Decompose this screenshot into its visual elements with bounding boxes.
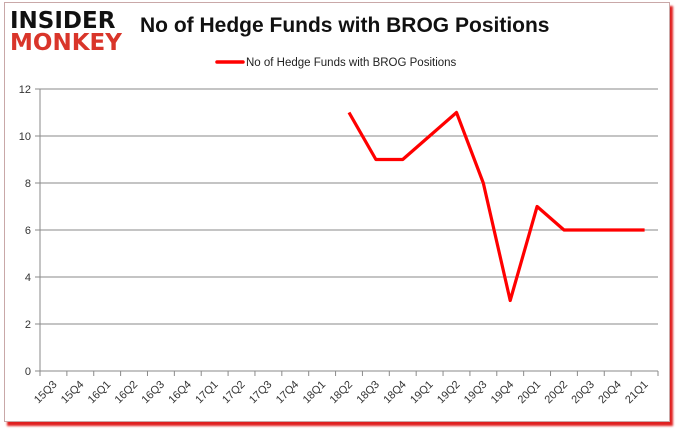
x-tick-label: 18Q2 [328, 379, 356, 407]
x-tick-label: 17Q2 [220, 379, 248, 407]
y-tick-label: 10 [19, 131, 31, 143]
x-tick-label: 16Q4 [166, 379, 194, 407]
logo-line-2: MONKEY [10, 30, 122, 56]
x-tick-label: 20Q1 [516, 379, 544, 407]
x-tick-label: 17Q3 [247, 379, 275, 407]
chart-frame [4, 2, 670, 422]
x-tick-label: 19Q2 [435, 379, 463, 407]
x-tick-label: 20Q2 [543, 379, 571, 407]
logo-line-1: INSIDER [10, 8, 116, 34]
y-tick-label: 8 [25, 178, 31, 190]
y-tick-label: 6 [25, 225, 31, 237]
x-tick-label: 17Q4 [274, 379, 302, 407]
chart-title: No of Hedge Funds with BROG Positions [140, 14, 550, 37]
x-tick-label: 21Q1 [623, 379, 651, 407]
y-tick-label: 4 [25, 272, 31, 284]
x-tick-label: 19Q3 [462, 379, 490, 407]
series-line [347, 110, 645, 303]
insider-monkey-logo: INSIDER MONKEY [10, 8, 122, 56]
x-tick-label: 17Q1 [193, 379, 221, 407]
x-tick-label: 16Q3 [140, 379, 168, 407]
x-tick-label: 15Q4 [59, 379, 87, 407]
y-tick-label: 0 [25, 366, 31, 378]
x-tick-label: 19Q4 [489, 379, 517, 407]
x-tick-label: 18Q1 [301, 379, 329, 407]
x-tick-label: 20Q3 [569, 379, 597, 407]
x-tick-label: 20Q4 [596, 379, 624, 407]
y-tick-label: 2 [25, 319, 31, 331]
x-tick-label: 19Q1 [408, 379, 436, 407]
x-tick-label: 16Q2 [113, 379, 141, 407]
x-tick-label: 18Q3 [354, 379, 382, 407]
x-tick-label: 15Q3 [32, 379, 60, 407]
x-tick-label: 16Q1 [86, 379, 114, 407]
x-tick-label: 18Q4 [381, 379, 409, 407]
y-tick-label: 12 [19, 84, 31, 96]
legend-label: No of Hedge Funds with BROG Positions [246, 57, 457, 69]
